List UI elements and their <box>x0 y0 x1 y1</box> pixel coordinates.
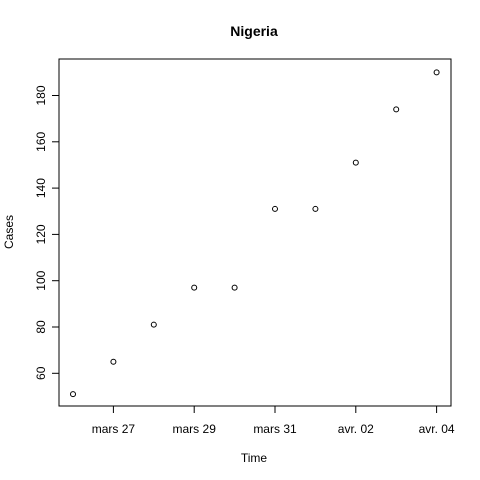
y-axis: 60 80 100 120 140 160 180 <box>34 85 60 380</box>
y-tick-label: 60 <box>34 366 48 380</box>
y-axis-label: Cases <box>2 215 16 249</box>
y-tick-label: 80 <box>34 320 48 334</box>
y-tick-label: 100 <box>34 270 48 290</box>
data-point <box>393 106 400 113</box>
x-tick-label: mars 27 <box>92 422 136 436</box>
data-point <box>433 69 440 76</box>
x-tick-label: mars 31 <box>253 422 297 436</box>
y-tick-label: 160 <box>34 131 48 151</box>
x-tick-label: mars 29 <box>173 422 217 436</box>
data-point <box>231 284 238 291</box>
x-axis: mars 27 mars 29 mars 31 avr. 02 avr. 04 <box>92 405 455 436</box>
data-point <box>312 205 319 212</box>
data-point <box>150 321 157 328</box>
data-point <box>191 284 198 291</box>
data-point <box>110 358 117 365</box>
data-points <box>70 69 440 398</box>
data-point <box>352 159 359 166</box>
y-tick-label: 120 <box>34 224 48 244</box>
y-tick-label: 180 <box>34 85 48 105</box>
x-axis-label: Time <box>241 451 268 465</box>
chart-title: Nigeria <box>230 23 278 39</box>
data-point <box>70 391 76 398</box>
x-tick-label: avr. 04 <box>419 422 455 436</box>
y-tick-label: 140 <box>34 178 48 198</box>
plot-frame <box>58 58 452 407</box>
data-point <box>272 205 278 212</box>
x-tick-label: avr. 02 <box>338 422 374 436</box>
